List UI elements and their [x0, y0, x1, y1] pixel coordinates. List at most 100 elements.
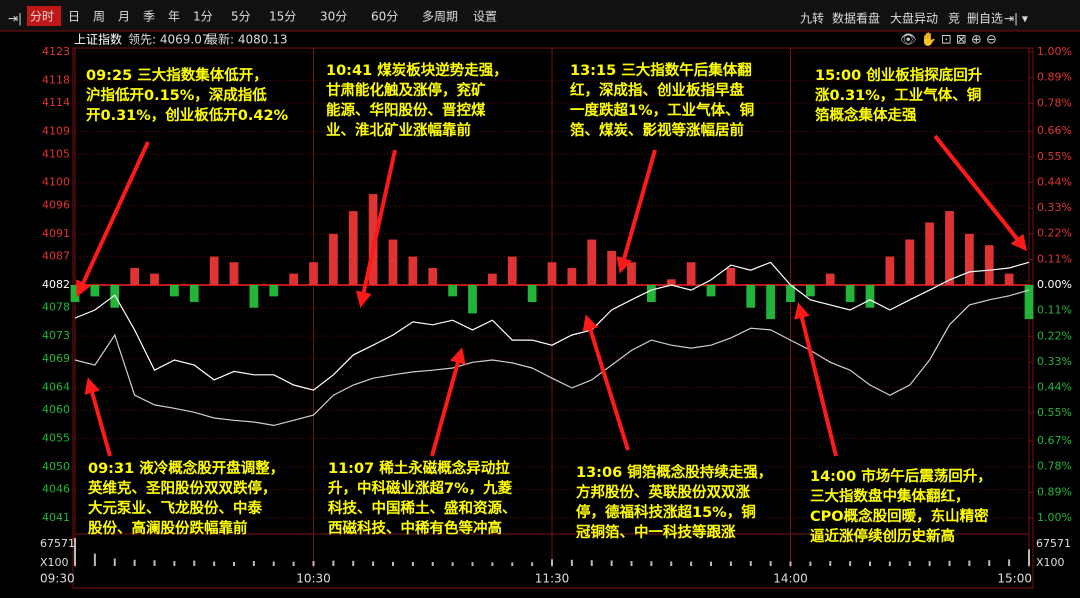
- toolbar-item[interactable]: 月: [118, 10, 130, 24]
- volume-bar: [570, 559, 573, 566]
- annotation-text: 14:00 市场午后震荡回升，: [810, 467, 992, 485]
- breadth-bar: [925, 222, 935, 285]
- x-tick-label: 14:00: [773, 572, 808, 586]
- toolbar-item[interactable]: 15分: [269, 10, 296, 24]
- volume-bar: [93, 553, 96, 566]
- annotation-arrow: [794, 302, 838, 457]
- toolbar-bg: [0, 0, 1080, 31]
- annotation-text: 箔概念集体走强: [815, 106, 917, 124]
- annotation-text: 业、淮北矿业涨幅靠前: [326, 121, 471, 139]
- annotation-arrow: [582, 314, 630, 451]
- annotation-text: 方邦股份、英联股份双双涨: [576, 483, 750, 501]
- y-tick-label: 4069: [42, 352, 70, 365]
- price-line: [74, 261, 1030, 391]
- breadth-bar: [964, 233, 974, 285]
- y-tick-label: 4041: [42, 511, 70, 524]
- toolbar-item[interactable]: 数据看盘: [832, 11, 880, 26]
- y2-tick-label: 0.11%: [1037, 304, 1072, 317]
- toolbar-item[interactable]: 周: [93, 10, 105, 24]
- volume-bar: [531, 562, 534, 566]
- y2-tick-label: 0.22%: [1037, 227, 1072, 240]
- annotation-text: 甘肃能化触及涨停，兖矿: [326, 81, 486, 99]
- volume-bar: [113, 558, 116, 566]
- x-tick-label: 15:00: [997, 572, 1032, 586]
- annotation-text: 大元泵业、飞龙股份、中泰: [88, 499, 262, 517]
- breadth-bar: [408, 256, 418, 285]
- toolbar-item[interactable]: 5分: [231, 10, 251, 24]
- y-tick-label: 4118: [42, 73, 70, 86]
- y-tick-label: 4087: [42, 250, 70, 263]
- toolbar-item[interactable]: 分时: [30, 10, 54, 24]
- volume-bar: [869, 561, 871, 566]
- y2-tick-label: 0.67%: [1037, 434, 1072, 447]
- annotation-arrow: [355, 149, 397, 308]
- breadth-bar: [746, 285, 756, 308]
- breadth-bar: [845, 285, 855, 303]
- toolbar-item[interactable]: 30分: [320, 10, 347, 24]
- volume-bar: [789, 561, 792, 566]
- toolbar-item[interactable]: 季: [143, 10, 155, 24]
- volume-bar: [233, 561, 235, 566]
- breadth-bar: [786, 285, 795, 303]
- annotation-text: 09:31 液冷概念股开盘调整，: [88, 459, 284, 477]
- toolbar-item[interactable]: 年: [168, 10, 180, 24]
- toolbar-item[interactable]: 竞: [948, 12, 960, 26]
- volume-bar: [769, 561, 772, 566]
- last-value: 最新: 4080.13: [206, 32, 287, 47]
- volume-bar: [451, 562, 454, 566]
- panel-icon: ⇥|: [8, 12, 22, 26]
- volume-bar: [411, 561, 414, 566]
- y2-tick-label: 0.78%: [1037, 96, 1072, 109]
- y-tick-label: 4123: [42, 45, 70, 58]
- annotation-text: 09:25 三大指数集体低开，: [86, 66, 268, 84]
- breadth-bar: [547, 262, 557, 285]
- toolbar-item[interactable]: 60分: [371, 10, 398, 24]
- breadth-bar: [150, 273, 159, 285]
- volume-bar: [988, 560, 991, 566]
- y-tick-label: 4114: [42, 96, 70, 109]
- y2-tick-label: 0.22%: [1037, 329, 1072, 342]
- volume-bar: [710, 561, 712, 566]
- volume-bar: [809, 561, 812, 566]
- toolbar-item[interactable]: 1分: [193, 10, 213, 24]
- annotation-text: 箔、煤炭、影视等涨幅居前: [570, 121, 744, 139]
- annotation-text: 一度跌超1%，工业气体、铜: [570, 101, 754, 119]
- volume-bar: [1028, 549, 1030, 566]
- breadth-bar: [368, 194, 378, 285]
- y2-tick-label: 0.55%: [1037, 406, 1072, 419]
- toolbar-item[interactable]: 大盘异动: [890, 11, 938, 26]
- y2-tick-label: 0.89%: [1037, 71, 1072, 84]
- y2-tick-label: 0.78%: [1037, 460, 1072, 473]
- toolbar-item[interactable]: 设置: [473, 10, 497, 24]
- y2-tick-label: 1.00%: [1037, 511, 1072, 524]
- breadth-bar: [706, 285, 716, 297]
- breadth-bar: [885, 256, 895, 285]
- volume-bar: [630, 561, 633, 566]
- toolbar-item[interactable]: 九转: [800, 11, 824, 26]
- toolbar-item[interactable]: 日: [68, 10, 80, 24]
- breadth-bar: [289, 273, 299, 285]
- y2-tick-label: 0.66%: [1037, 124, 1072, 137]
- breadth-bar: [189, 285, 199, 303]
- annotation-text: 11:07 稀土永磁概念异动拉: [328, 459, 510, 477]
- chart-tools[interactable]: 👁 ✋ ⊡ ⊠ ⊕ ⊖: [900, 32, 997, 48]
- y-tick-label: 4078: [42, 301, 70, 314]
- volume-bar: [173, 561, 176, 566]
- breadth-bar: [487, 273, 497, 285]
- volume-bar: [928, 561, 931, 566]
- toolbar-item[interactable]: 删自选: [967, 12, 1003, 26]
- y-tick-label: 4100: [42, 176, 70, 189]
- volume-bar: [74, 538, 76, 566]
- breadth-bar: [646, 285, 656, 303]
- annotation-text: 西磁科技、中稀有色等冲高: [328, 519, 502, 537]
- y2-tick-label: 0.55%: [1037, 150, 1072, 163]
- y-tick-label: 4046: [42, 483, 70, 496]
- volume-bar: [193, 560, 196, 566]
- breadth-bar: [726, 267, 736, 285]
- volume-bar: [829, 561, 832, 566]
- volume-bar: [332, 560, 335, 566]
- toolbar-item[interactable]: 多周期: [422, 10, 458, 24]
- volume-bar: [948, 560, 951, 566]
- volume-bar: [1008, 559, 1011, 566]
